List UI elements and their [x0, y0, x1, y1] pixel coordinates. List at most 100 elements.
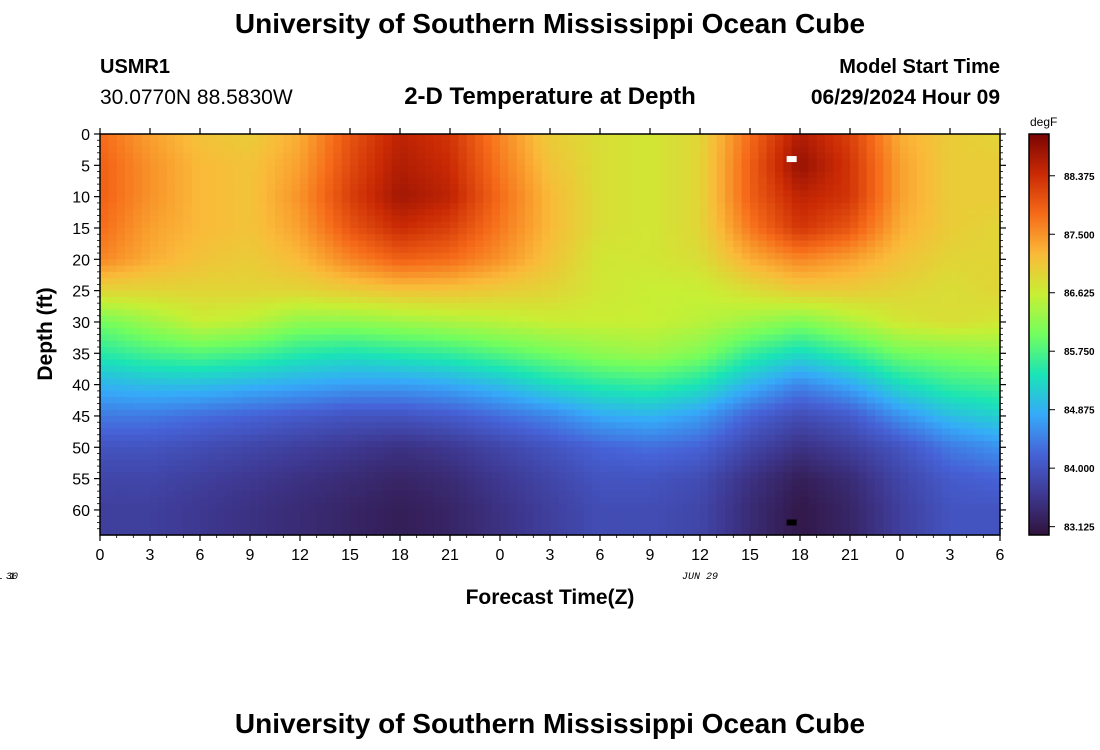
heatmap-cell [225, 209, 234, 217]
heatmap-cell [208, 196, 218, 204]
heatmap-cell [816, 409, 826, 417]
heatmap-cell [516, 397, 526, 405]
heatmap-cell [391, 384, 401, 392]
heatmap-cell [941, 259, 951, 267]
heatmap-cell [675, 215, 684, 223]
heatmap-cell [391, 271, 401, 279]
heatmap-cell [591, 372, 601, 379]
heatmap-cell [208, 328, 218, 336]
heatmap-cell [408, 184, 418, 191]
heatmap-cell [566, 177, 576, 185]
heatmap-cell [908, 165, 918, 173]
heatmap-cell [558, 284, 568, 292]
heatmap-cell [500, 365, 509, 373]
heatmap-cell [608, 290, 618, 298]
heatmap-cell [125, 221, 134, 229]
heatmap-cell [608, 259, 618, 267]
heatmap-cell [833, 309, 843, 317]
heatmap-cell [883, 372, 893, 379]
heatmap-cell [633, 202, 643, 210]
heatmap-cell [325, 177, 334, 185]
heatmap-cell [816, 378, 826, 386]
heatmap-cell [341, 177, 351, 185]
heatmap-cell [133, 253, 143, 260]
heatmap-cell [508, 384, 518, 392]
heatmap-cell [933, 384, 943, 392]
heatmap-cell [233, 315, 243, 323]
heatmap-cell [250, 290, 259, 298]
heatmap-cell [625, 390, 634, 398]
heatmap-cell [941, 309, 951, 317]
heatmap-cell [991, 259, 1001, 267]
heatmap-cell [441, 146, 451, 154]
heatmap-cell [158, 321, 168, 329]
heatmap-cell [733, 365, 743, 373]
heatmap-cell [875, 278, 884, 285]
heatmap-cell [966, 303, 976, 311]
heatmap-cell [133, 409, 143, 417]
heatmap-cell [350, 190, 359, 198]
heatmap-cell [883, 309, 893, 317]
heatmap-cell [883, 390, 893, 398]
heatmap-cell [875, 171, 884, 179]
heatmap-cell [491, 196, 501, 204]
heatmap-cell [100, 202, 109, 210]
heatmap-cell [358, 184, 368, 191]
heatmap-cell [641, 240, 651, 248]
heatmap-cell [100, 359, 109, 367]
heatmap-cell [933, 378, 943, 386]
heatmap-cell [175, 240, 184, 248]
heatmap-cell [308, 290, 318, 298]
heatmap-cell [350, 347, 359, 354]
heatmap-cell [250, 253, 259, 260]
heatmap-cell [883, 240, 893, 248]
heatmap-cell [900, 240, 909, 248]
heatmap-cell [516, 347, 526, 354]
heatmap-cell [308, 284, 318, 292]
heatmap-cell [183, 403, 193, 411]
heatmap-cell [900, 246, 909, 254]
heatmap-cell [541, 321, 551, 329]
heatmap-cell [108, 190, 118, 198]
heatmap-cell [158, 221, 168, 229]
heatmap-cell [316, 397, 326, 405]
heatmap-cell [258, 422, 268, 430]
heatmap-cell [275, 403, 284, 411]
heatmap-cell [933, 202, 943, 210]
heatmap-cell [116, 422, 126, 430]
heatmap-cell [433, 359, 443, 367]
heatmap-cell [800, 140, 809, 148]
heatmap-cell [500, 227, 509, 235]
heatmap-cell [891, 159, 901, 166]
heatmap-cell [758, 353, 768, 361]
heatmap-cell [550, 328, 559, 336]
heatmap-cell [275, 209, 284, 217]
heatmap-cell [816, 177, 826, 185]
heatmap-cell [858, 246, 868, 254]
heatmap-cell [866, 152, 876, 160]
heatmap-cell [341, 221, 351, 229]
heatmap-cell [383, 353, 393, 361]
heatmap-cell [591, 209, 601, 217]
heatmap-cell [233, 340, 243, 348]
heatmap-cell [541, 177, 551, 185]
heatmap-cell [525, 415, 534, 423]
heatmap-cell [366, 159, 376, 166]
heatmap-cell [600, 134, 609, 141]
heatmap-cell [125, 246, 134, 254]
heatmap-cell [258, 359, 268, 367]
heatmap-cell [975, 259, 984, 267]
heatmap-cell [575, 240, 584, 248]
heatmap-cell [366, 378, 376, 386]
heatmap-cell [933, 246, 943, 254]
heatmap-cell [383, 328, 393, 336]
heatmap-cell [400, 403, 409, 411]
heatmap-cell [575, 234, 584, 242]
heatmap-cell [150, 328, 159, 336]
heatmap-cell [566, 221, 576, 229]
heatmap-cell [508, 334, 518, 342]
heatmap-cell [725, 359, 734, 367]
heatmap-cell [508, 240, 518, 248]
heatmap-cell [725, 140, 734, 148]
heatmap-cell [550, 265, 559, 273]
